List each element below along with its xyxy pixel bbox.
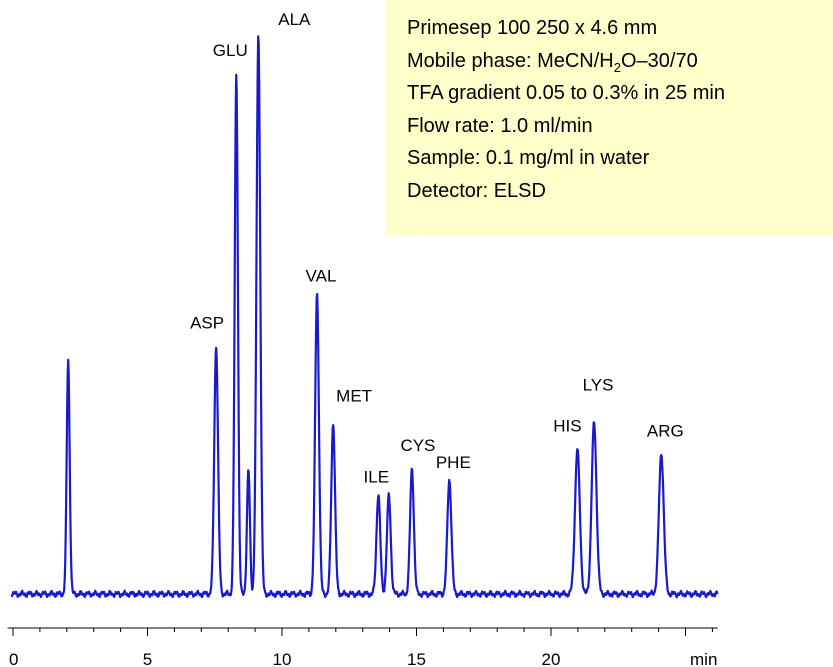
x-axis: 0 5 10 15 20 min [7, 627, 718, 667]
mobile-phase-subscript: 2 [613, 59, 621, 75]
chromatogram-trace [10, 35, 719, 599]
sample-info: Sample: 0.1 mg/ml in water [407, 147, 650, 169]
flow-rate-info: Flow rate: 1.0 ml/min [407, 114, 593, 137]
peak-label-val: VAL [306, 267, 337, 286]
peak-label-met: MET [336, 387, 372, 406]
peak-label-lys: LYS [583, 376, 614, 395]
x-tick-label: 10 [273, 650, 292, 667]
column-info: Primesep 100 250 x 4.6 mm [407, 17, 658, 39]
trace-group [10, 35, 719, 599]
x-axis-unit: min [690, 650, 717, 667]
peak-label-ile: ILE [364, 467, 390, 486]
x-tick-label: 5 [143, 650, 152, 667]
peak-label-arg: ARG [647, 421, 684, 440]
detector-info: Detector: ELSD [407, 179, 546, 202]
peak-label-his: HIS [553, 417, 581, 436]
peak-label-glu: GLU [213, 41, 248, 60]
mobile-phase-info: Mobile phase: MeCN/H2O–30/70 [407, 45, 833, 78]
x-tick-label: 20 [542, 650, 561, 667]
peak-label-asp: ASP [190, 313, 224, 332]
peak-label-ala: ALA [278, 10, 311, 29]
method-info-box: Primesep 100 250 x 4.6 mm Mobile phase: … [385, 0, 833, 236]
mobile-phase-suffix: O–30/70 [620, 49, 698, 72]
x-tick-label: 15 [407, 650, 426, 667]
peak-label-cys: CYS [400, 436, 435, 455]
x-tick-label: 0 [9, 650, 18, 667]
gradient-info: TFA gradient 0.05 to 0.3% in 25 min [407, 82, 725, 104]
peak-label-phe: PHE [436, 453, 471, 472]
mobile-phase-prefix: Mobile phase: MeCN/H [407, 49, 614, 72]
